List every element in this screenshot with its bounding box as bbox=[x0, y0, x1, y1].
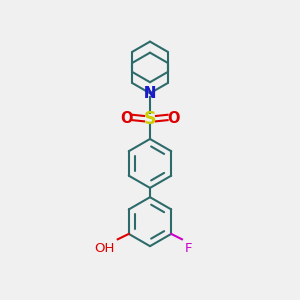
Text: F: F bbox=[184, 242, 192, 255]
Text: O: O bbox=[167, 111, 179, 126]
Text: O: O bbox=[121, 111, 133, 126]
Text: OH: OH bbox=[94, 242, 115, 255]
Text: N: N bbox=[144, 86, 156, 101]
Text: N: N bbox=[144, 86, 156, 101]
Text: S: S bbox=[144, 110, 156, 128]
